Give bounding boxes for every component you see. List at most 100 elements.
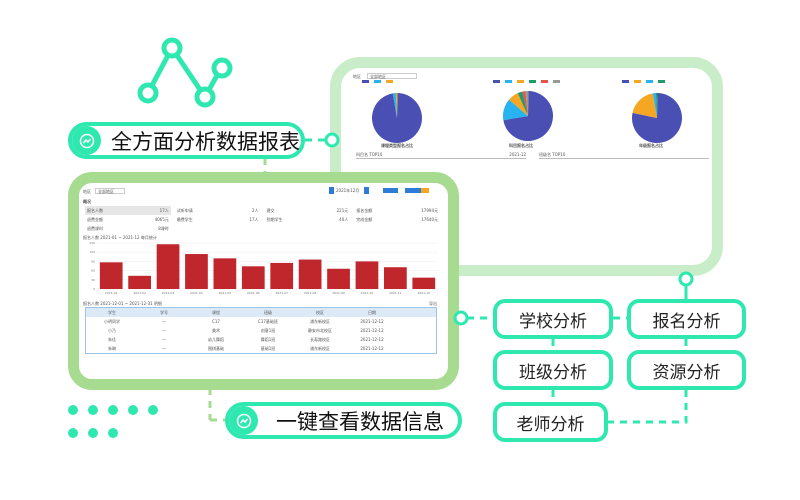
y-tick-label: 150 [89,241,95,245]
table-cell: 2021-12-12 [360,319,384,324]
pie-slice [392,93,397,118]
query-button[interactable] [383,188,398,193]
bar [384,267,407,289]
overview-heading: 概况 [83,199,91,204]
column-header: 班级 [264,309,272,315]
stat-value: 40人 [339,216,349,222]
enrollment-analysis-button[interactable]: 报名分析 [627,299,746,339]
next-month-button[interactable] [364,187,369,194]
x-tick-label: 2021-02 [133,291,146,295]
date-display: 2021年12月 [336,188,360,193]
monthly-bar-chart: 0 30 60 90 120 150 2021-01 2021-02 2021-03 2021-0… [89,241,438,295]
bar [327,268,350,289]
headline-top-pill: 全方面分析数据报表 [68,122,305,159]
view-toggle[interactable] [405,188,421,193]
stat-item: 完成金额 17640元 [354,215,440,224]
table-cell: 浦东新校区 [310,345,330,351]
chart-heading: 报名人数 2021-01 ~ 2021-12 每月统计 [83,235,157,240]
region-select[interactable]: 全部地区 [95,188,125,194]
legend-swatch [541,80,548,83]
school-analysis-button[interactable]: 学校分析 [493,299,613,339]
column-header: 校区 [316,309,324,315]
bar [99,262,123,289]
headline-top: 全方面分析数据报表 [111,129,300,154]
table-cell: C17基础班 [258,318,278,324]
bar [128,275,151,289]
region-label: 地区 [353,74,361,79]
table-cell: — [162,337,166,342]
y-tick-label: 120 [89,250,95,254]
x-tick-label: 2021-10 [361,291,374,295]
x-tick-label: 2021-05 [219,291,232,295]
y-tick-label: 30 [91,278,95,282]
table-row: 小明同学 — C17 C17基础班 浦东新校区 2021-12-12 [86,317,436,326]
stat-value: 221元 [336,207,349,213]
stat-value: 8课时 [158,225,169,231]
stat-item: 缴费学生 17人 [175,215,261,224]
teacher-analysis-button[interactable]: 老师分析 [493,402,608,442]
legend-swatch [658,80,665,83]
stat-value: 4065元 [154,216,169,222]
stat-item: 到期学生 40人 [265,215,351,224]
bar [213,258,237,289]
table-cell: 浦东新校区 [310,318,330,324]
top-list-2-title: 班级名 TOP10 [539,152,709,159]
headline-bottom: 一键查看数据信息 [276,409,444,434]
legend-swatch [553,80,560,83]
prev-month-button[interactable] [329,187,334,194]
table-cell: 静安市北校区 [308,327,332,333]
stat-item: 报名人数 17人 [85,206,171,215]
bar [156,244,180,289]
table-cell: 朱琳 [108,345,116,351]
stat-label: 缴费学生 [176,216,193,222]
detail-table: 学生 学号 课程 班级 校区 日期 小明同学 — C17 C17基础班 浦东新校区 2021-12-1… [85,307,437,354]
bar [241,266,265,289]
table-row: 朱琳 — 围棋基础 基础1班 浦东新校区 2021-12-12 [86,344,436,353]
trend-line-icon [137,37,233,108]
pie-slice [655,93,658,118]
resource-analysis-button[interactable]: 资源分析 [627,350,746,390]
x-tick-label: 2021-11 [389,291,402,295]
table-cell: 2021-12-12 [360,337,384,342]
stat-label: 退费课时 [87,225,103,231]
pie-slice [503,91,553,141]
pie-title-1: 课程类型报名占比 [381,143,413,148]
stat-label: 到期学生 [266,216,283,222]
table-header: 学生 学号 课程 班级 校区 日期 [86,308,436,317]
view-toggle-alt[interactable] [421,188,429,193]
legend-swatch [505,80,512,83]
stat-value: 17人 [249,216,259,222]
pie-slice [652,93,657,118]
stat-value: 17640元 [421,216,438,222]
pie-slice [632,93,657,118]
table-cell: — [162,346,166,351]
region-select[interactable]: 全部地区 [367,73,417,79]
table-cell: — [162,319,166,324]
trend-chart-icon [72,126,101,155]
bar [298,259,322,289]
legend-swatch [622,80,629,83]
table-cell: 基础1班 [260,345,276,351]
table-row: 朱佳 — 幼儿舞蹈 舞蹈1班 长寿路校区 2021-12-12 [86,335,436,344]
table-cell: 幼儿舞蹈 [208,336,224,342]
stat-item: 退费课时 8课时 [85,224,171,233]
column-header: 课程 [212,309,220,315]
legend-swatch [374,80,381,83]
pie-slice [395,93,398,118]
export-button[interactable]: 导出 [429,301,437,306]
legend-swatch [646,80,653,83]
y-tick-label: 60 [91,269,95,273]
legend-swatch [386,80,393,83]
class-analysis-button[interactable]: 班级分析 [493,350,613,390]
stat-label: 报名人数 [87,207,103,213]
stat-label: 退费金额 [87,216,103,222]
bar [355,261,379,289]
legend-swatch [517,80,524,83]
x-tick-label: 2021-07 [275,291,288,295]
pie-slice [509,93,528,116]
table-cell: 朱佳 [108,336,116,342]
column-header: 学号 [160,309,168,315]
stat-value: 17人 [159,207,169,213]
legend-swatch [634,80,641,83]
